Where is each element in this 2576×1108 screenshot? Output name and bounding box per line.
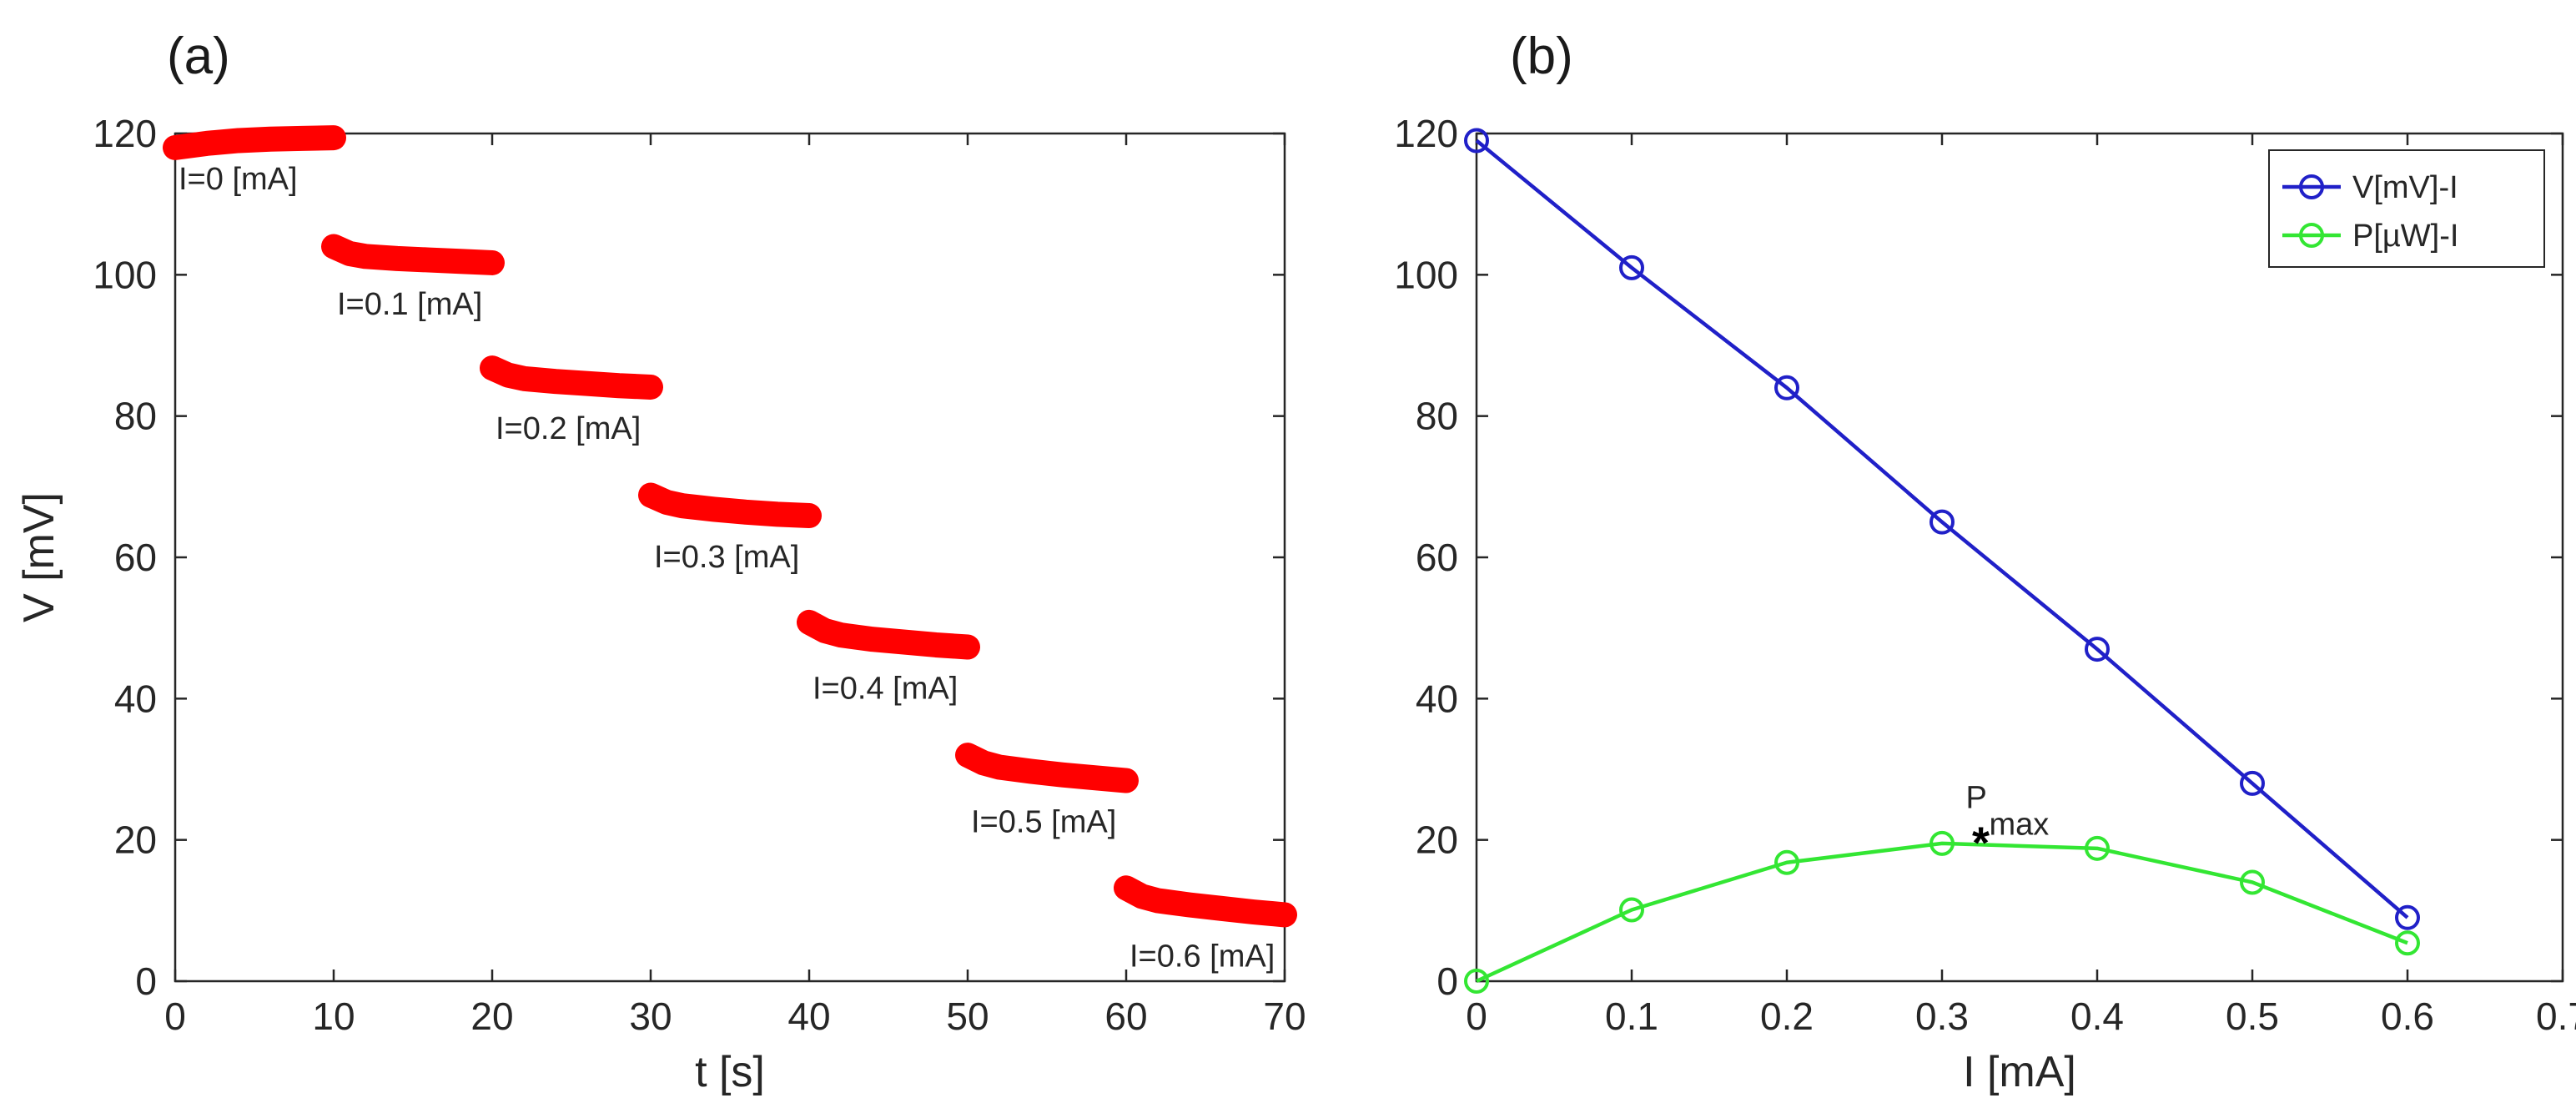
x-tick-label: 0.7 — [2536, 995, 2576, 1038]
legend-marker-0 — [2299, 174, 2324, 199]
legend-box — [2268, 149, 2545, 268]
legend-label-1: P[µW]-I — [2352, 219, 2458, 254]
segment-label-1: I=0.1 [mA] — [337, 287, 482, 322]
series-1-point — [1774, 849, 1799, 875]
y-tick-label: 60 — [1416, 536, 1458, 579]
x-tick-label: 0 — [1466, 995, 1487, 1038]
series-0-point — [2240, 770, 2265, 796]
panel-b-chart: 0 0.1 0.2 0.3 0.4 0.5 0.6 0.7 0 20 40 60 80 100 120 I [… — [1394, 28, 2576, 1096]
y-tick-label: 40 — [114, 677, 157, 720]
voltage-segment-0 — [163, 125, 346, 160]
y-tick-label: 20 — [1416, 818, 1458, 862]
series-0-point — [1619, 254, 1644, 280]
segment-label-2: I=0.2 [mA] — [496, 411, 641, 446]
y-tick-label: 0 — [135, 959, 157, 1003]
series-line-1 — [1476, 841, 2408, 984]
x-tick-label: 40 — [787, 995, 830, 1038]
x-tick-label: 30 — [629, 995, 672, 1038]
panel-a-chart: 0 10 20 30 40 50 60 70 0 20 40 60 80 100 120 t [s] V [mV… — [15, 28, 1306, 1096]
voltage-segment-2 — [480, 355, 663, 400]
x-axis-label: t [s] — [695, 1048, 765, 1096]
x-tick-label: 20 — [470, 995, 513, 1038]
y-tick-label: 60 — [114, 536, 157, 579]
segment-label-6: I=0.6 [mA] — [1130, 939, 1275, 974]
x-tick-label: 0.1 — [1605, 995, 1658, 1038]
y-axis-label: V [mV] — [15, 492, 63, 622]
pmax-marker: * — [1972, 818, 1990, 868]
x-tick-label: 0 — [164, 995, 186, 1038]
x-axis-label: I [mA] — [1963, 1048, 2076, 1096]
segment-label-4: I=0.4 [mA] — [813, 672, 958, 707]
legend-label-0: V[mV]-I — [2352, 170, 2458, 205]
x-tick-label: 10 — [312, 995, 355, 1038]
y-tick-label: 80 — [1416, 395, 1458, 438]
series-1-point — [2240, 869, 2265, 895]
voltage-segment-6 — [1114, 875, 1297, 928]
pmax-subscript: max — [1990, 807, 2050, 842]
y-tick-label: 0 — [1436, 959, 1458, 1003]
axes-frame — [174, 132, 1286, 983]
x-tick-label: 0.5 — [2226, 995, 2279, 1038]
panel-label: (b) — [1510, 28, 1573, 85]
x-tick-label: 0.2 — [1760, 995, 1814, 1038]
legend-marker-1 — [2299, 223, 2324, 248]
x-tick-label: 0.4 — [2070, 995, 2124, 1038]
x-tick-label: 0.3 — [1915, 995, 1969, 1038]
series-0-point — [1774, 375, 1799, 400]
series-1-point — [1619, 897, 1644, 923]
voltage-segment-4 — [797, 609, 980, 660]
series-1-point — [2395, 930, 2420, 956]
x-tick-label: 0.6 — [2381, 995, 2434, 1038]
x-tick-label: 60 — [1104, 995, 1147, 1038]
axes-frame — [1475, 132, 2564, 983]
y-tick-label: 40 — [1416, 677, 1458, 720]
segment-label-0: I=0 [mA] — [179, 162, 298, 197]
voltage-segment-3 — [638, 482, 822, 529]
segment-label-3: I=0.3 [mA] — [654, 540, 799, 575]
x-tick-label: 70 — [1263, 995, 1306, 1038]
pmax-label: P — [1966, 780, 1987, 815]
series-1-point — [2085, 835, 2110, 861]
series-0-point — [2085, 637, 2110, 662]
y-tick-label: 100 — [1394, 253, 1458, 296]
y-tick-label: 20 — [114, 818, 157, 862]
segment-label-5: I=0.5 [mA] — [971, 805, 1116, 840]
x-tick-label: 50 — [946, 995, 989, 1038]
series-0-point — [2395, 904, 2420, 930]
series-1-point — [1929, 830, 1955, 856]
y-tick-label: 120 — [93, 112, 157, 155]
series-1-point — [1464, 969, 1489, 994]
series-0-point — [1464, 128, 1489, 154]
series-line-0 — [1475, 138, 2409, 919]
voltage-segment-5 — [955, 743, 1139, 793]
series-0-point — [1929, 509, 1955, 535]
y-tick-label: 120 — [1394, 112, 1458, 155]
y-tick-label: 100 — [93, 253, 157, 296]
panel-label: (a) — [167, 28, 230, 85]
voltage-segment-1 — [321, 234, 505, 275]
y-tick-label: 80 — [114, 395, 157, 438]
